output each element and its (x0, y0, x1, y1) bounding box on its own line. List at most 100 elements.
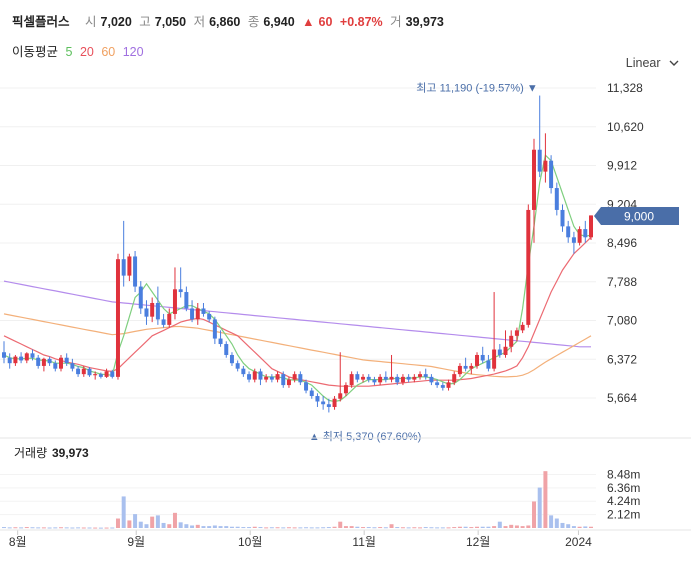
volume-bar (201, 526, 206, 528)
time-axis: 8월 9월 10월 11월 12월 2024 (9, 530, 592, 549)
candle-body (138, 286, 143, 309)
volume-bar (258, 527, 263, 529)
candle-body (184, 292, 189, 309)
change-value: 60 (318, 15, 333, 29)
scale-mode-dropdown[interactable]: Linear (626, 56, 679, 70)
volume-bar (30, 527, 35, 529)
candle-body (281, 374, 286, 386)
ma60-legend[interactable]: 60 (101, 45, 116, 59)
volume-bar (355, 526, 360, 528)
volume-bar (252, 526, 257, 528)
candle-body (47, 358, 52, 364)
volume-bar (76, 527, 81, 529)
candle-body (121, 259, 126, 276)
candle-body (275, 374, 280, 380)
price-tick-label: 7,080 (607, 314, 637, 328)
ma5-legend[interactable]: 5 (65, 45, 73, 59)
high-annotation: 최고 11,190 (-19.57%) ▼ (416, 82, 537, 95)
candle-body (133, 256, 138, 287)
volume-tick-label: 6.36m (607, 481, 640, 495)
volume-bar (2, 527, 6, 529)
candle-body (70, 363, 75, 369)
candle-body (98, 374, 103, 377)
volume-bar (475, 526, 480, 528)
volume-bar (378, 527, 383, 529)
candle-body (400, 376, 405, 383)
volume-bar (264, 527, 269, 529)
candle-body (286, 379, 291, 386)
candle-body (53, 363, 58, 369)
candle-body (583, 229, 588, 238)
volume-bar (58, 527, 63, 529)
candle-body (144, 308, 149, 317)
candle-body (115, 259, 120, 377)
volume-bar (492, 526, 497, 528)
x-tick-label: 9월 (127, 535, 145, 549)
volume-panel-value: 39,973 (52, 446, 89, 460)
volume-bar (138, 521, 143, 528)
high-value: 7,050 (154, 15, 187, 29)
ma120-legend[interactable]: 120 (122, 45, 144, 59)
volume-bar (127, 520, 132, 528)
candle-body (19, 356, 24, 361)
candle-body (338, 393, 343, 399)
volume-bar (435, 527, 440, 529)
candle-body (412, 376, 417, 380)
candle-body (161, 319, 166, 325)
low-label: 저 (193, 15, 206, 29)
volume-bar (190, 525, 195, 528)
volume-bar (121, 496, 126, 528)
candle-body (383, 376, 388, 380)
ma120-line (3, 280, 591, 348)
candle-body (492, 349, 497, 369)
candle-body (247, 374, 252, 380)
volume-bar (577, 526, 582, 528)
candle-body (241, 368, 246, 375)
candle-body (87, 368, 92, 376)
candle-body (13, 356, 18, 364)
candle-body (127, 256, 132, 276)
candle-body (503, 346, 508, 355)
candle-body (332, 398, 337, 407)
x-tick-label: 8월 (9, 535, 27, 549)
candle-body (532, 149, 537, 210)
candle-body (566, 226, 571, 238)
volume-bar (224, 526, 229, 528)
volume-bar (281, 527, 286, 529)
candle-body (172, 289, 177, 314)
candle-body (195, 308, 200, 320)
high-label: 고 (139, 15, 151, 29)
close-value: 6,940 (263, 15, 295, 29)
volume-bar (418, 527, 423, 529)
volume-bar (150, 516, 155, 528)
candle-body (104, 371, 109, 377)
volume-bar (218, 526, 223, 528)
volume-bar (110, 527, 115, 529)
x-tick-label: 2024 (565, 535, 592, 549)
volume-panel-label: 거래량 (14, 446, 47, 460)
candle-body (81, 368, 86, 375)
candle-body (64, 357, 69, 364)
candle-body (486, 360, 491, 369)
x-tick-label: 12월 (466, 535, 490, 549)
candle-body (150, 302, 155, 317)
volume-bar (104, 527, 109, 529)
candle-body (58, 357, 63, 369)
candle-body (549, 160, 554, 189)
volume-bar (133, 514, 138, 528)
volume-bar (389, 524, 394, 528)
ma20-legend[interactable]: 20 (79, 45, 94, 59)
volume-bar (167, 524, 172, 528)
volume-tick-label: 2.12m (607, 508, 640, 522)
volume-bar (566, 524, 571, 528)
volume-bar (292, 527, 297, 529)
scale-mode-label: Linear (625, 56, 661, 70)
volume-tick-label: 8.48m (607, 467, 640, 481)
stock-header: 픽셀플러스 시 7,020 고 7,050 저 6,860 종 6,940 ▲ 60 +0… (12, 11, 448, 30)
moving-average-lines (3, 154, 592, 403)
volume-grid (0, 473, 596, 516)
stock-name: 픽셀플러스 (12, 15, 70, 29)
candle-body (509, 335, 514, 347)
volume-bar (53, 527, 58, 529)
